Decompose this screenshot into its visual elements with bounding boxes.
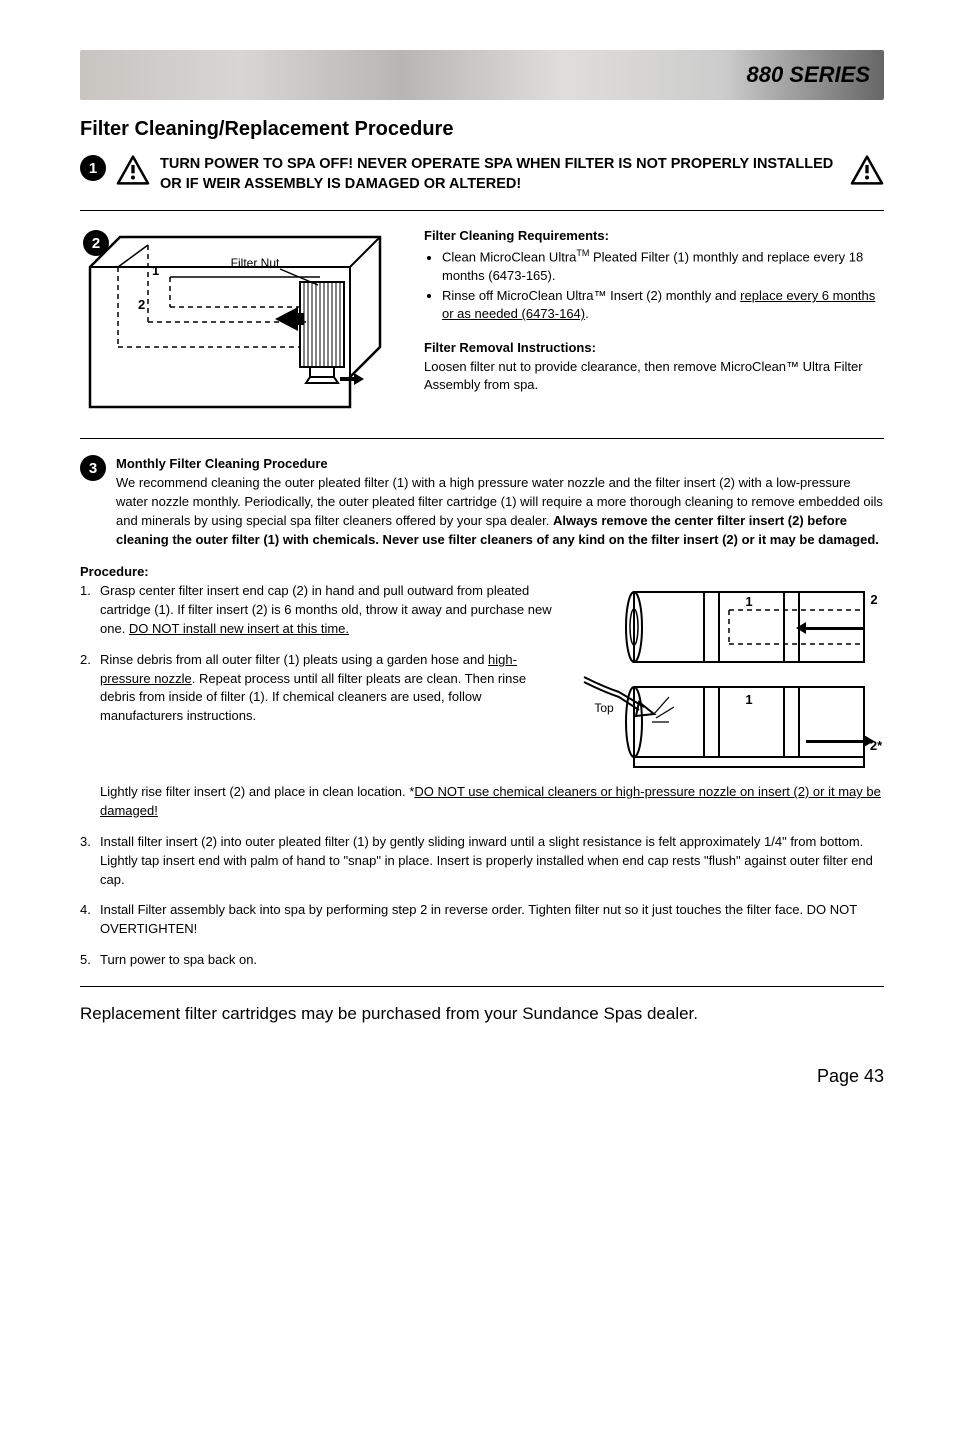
warning-icon [116, 155, 150, 185]
step-1-text: TURN POWER TO SPA OFF! NEVER OPERATE SPA… [160, 155, 840, 194]
svg-text:1: 1 [152, 263, 159, 278]
requirements-block: Filter Cleaning Requirements: Clean Micr… [400, 227, 884, 394]
svg-text:2: 2 [92, 235, 100, 252]
divider [80, 986, 884, 987]
svg-text:Filter Nut: Filter Nut [231, 256, 280, 270]
step-3-row: 3 Monthly Filter Cleaning Procedure We r… [80, 455, 884, 549]
req-title: Filter Cleaning Requirements: [424, 227, 884, 245]
svg-text:2: 2 [138, 297, 145, 312]
section-title: Filter Cleaning/Replacement Procedure [80, 118, 884, 141]
step-1-row: 1 TURN POWER TO SPA OFF! NEVER OPERATE S… [80, 155, 884, 194]
req-item: Clean MicroClean UltraTM Pleated Filter … [442, 247, 884, 285]
light-rise-note: Lightly rise filter insert (2) and place… [100, 783, 884, 821]
step-3-title: Monthly Filter Cleaning Procedure [116, 456, 328, 471]
req-item: Rinse off MicroClean Ultra™ Insert (2) m… [442, 287, 884, 323]
procedure-item: 2. Rinse debris from all outer filter (1… [80, 651, 554, 726]
header-banner: 880 SERIES [80, 50, 884, 100]
step-2-row: 2 [80, 227, 884, 422]
warning-icon [850, 155, 884, 185]
svg-text:Top: Top [594, 701, 614, 715]
divider [80, 438, 884, 439]
step-3-body: Monthly Filter Cleaning Procedure We rec… [116, 455, 884, 549]
page: 880 SERIES Filter Cleaning/Replacement P… [0, 0, 954, 1137]
procedure-item: 5. Turn power to spa back on. [80, 951, 884, 970]
req-list: Clean MicroClean UltraTM Pleated Filter … [424, 247, 884, 323]
insert-diagram: 1 2 1 2* [574, 582, 884, 777]
divider [80, 210, 884, 211]
procedure-items-345: 3. Install filter insert (2) into outer … [80, 833, 884, 970]
procedure-title: Procedure: [80, 563, 884, 582]
series-label: 880 SERIES [746, 62, 870, 88]
removal-title: Filter Removal Instructions: [424, 339, 884, 357]
svg-text:2: 2 [870, 592, 877, 607]
filter-diagram: 2 [80, 227, 400, 422]
procedure-item: 4. Install Filter assembly back into spa… [80, 901, 884, 939]
svg-text:1: 1 [745, 692, 752, 707]
svg-text:1: 1 [745, 594, 752, 609]
procedure-items-12: 1. Grasp center filter insert end cap (2… [80, 582, 554, 738]
procedure-item: 3. Install filter insert (2) into outer … [80, 833, 884, 890]
replacement-note: Replacement filter cartridges may be pur… [80, 1003, 884, 1026]
step-1-number: 1 [80, 155, 106, 181]
procedure-top-row: 1. Grasp center filter insert end cap (2… [80, 582, 884, 777]
page-number: Page 43 [80, 1066, 884, 1087]
removal-text: Loosen filter nut to provide clearance, … [424, 358, 884, 394]
procedure-item: 1. Grasp center filter insert end cap (2… [80, 582, 554, 639]
step-3-number: 3 [80, 455, 106, 481]
